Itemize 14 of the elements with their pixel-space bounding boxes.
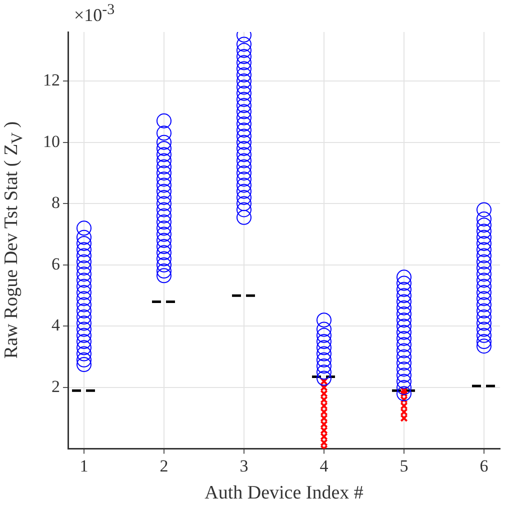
x-tick-label: 6: [480, 456, 488, 476]
x-tick-label: 1: [80, 456, 88, 476]
y-tick-label: 4: [52, 316, 60, 335]
x-tick-label: 3: [240, 456, 248, 476]
y-tick-label: 12: [43, 70, 60, 90]
y-tick-label: 10: [43, 132, 60, 151]
y-tick-label: 2: [52, 376, 60, 396]
x-tick-label: 5: [400, 456, 408, 476]
x-tick-label: 4: [320, 456, 329, 476]
y-tick-label: 6: [52, 254, 60, 274]
y-tick-label: 8: [52, 193, 60, 212]
text: ×10$^{-3}$: [74, 2, 115, 26]
x-tick-label: 2: [160, 456, 168, 476]
x-axis-title: Auth Device Index #: [204, 482, 364, 504]
